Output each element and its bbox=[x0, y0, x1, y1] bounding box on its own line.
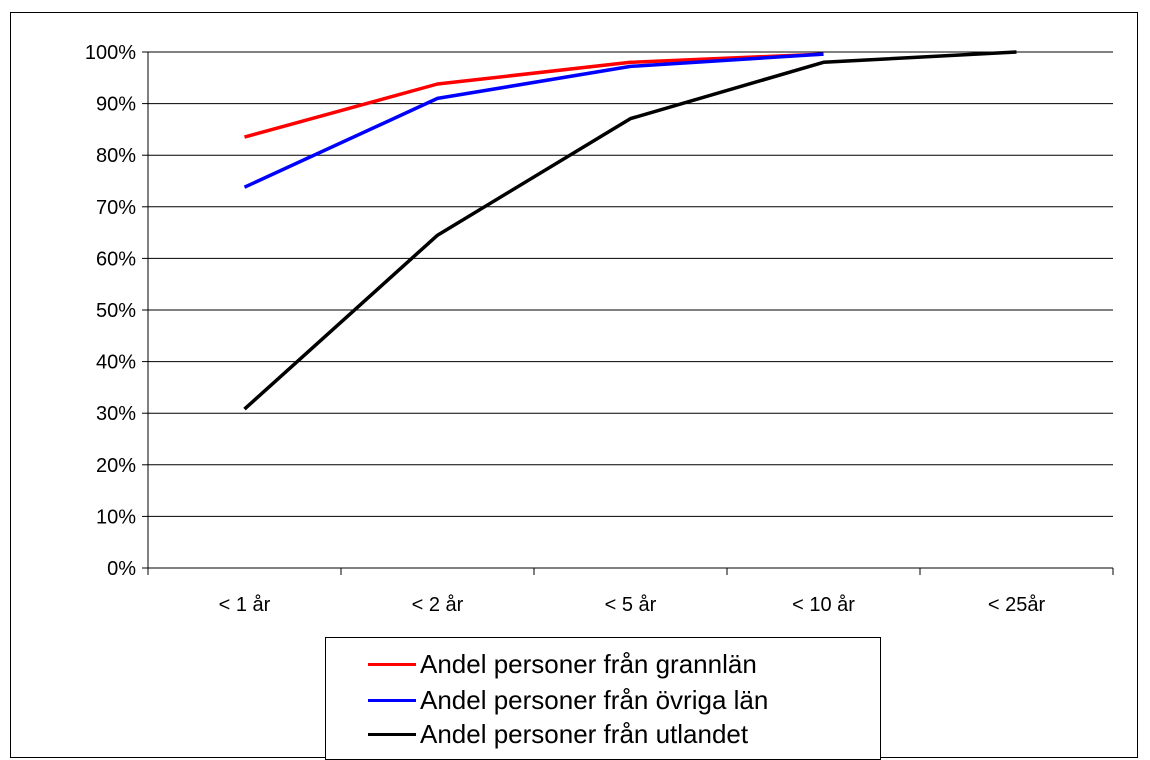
x-axis-tick-labels: < 1 år < 2 år < 5 år < 10 år < 25år bbox=[219, 594, 1046, 616]
y-tick-label: 100% bbox=[85, 42, 136, 64]
y-tick-label: 40% bbox=[96, 352, 136, 374]
legend-item-utlandet: Andel personer från utlandet bbox=[368, 718, 748, 750]
legend-item-ovriga-lan: Andel personer från övriga län bbox=[368, 684, 768, 716]
y-tick-label: 30% bbox=[96, 403, 136, 425]
series-line-2 bbox=[243, 50, 1017, 411]
gridlines bbox=[148, 51, 1113, 517]
legend: Andel personer från grannlän Andel perso… bbox=[325, 637, 881, 760]
chart-frame bbox=[10, 12, 1138, 758]
x-tick-label: < 25år bbox=[988, 594, 1046, 616]
x-tick-label: < 5 år bbox=[605, 594, 657, 616]
y-tick-label: 10% bbox=[96, 506, 136, 528]
series-line-0 bbox=[244, 52, 824, 139]
legend-swatch-black bbox=[368, 732, 416, 736]
legend-label: Andel personer från övriga län bbox=[420, 684, 769, 715]
legend-label: Andel personer från grannlän bbox=[420, 648, 757, 679]
y-tick-label: 50% bbox=[96, 300, 136, 322]
x-tick-label: < 2 år bbox=[412, 594, 464, 616]
series-lines bbox=[243, 50, 1017, 411]
legend-swatch-red bbox=[368, 662, 416, 666]
series-line-1 bbox=[243, 52, 824, 189]
x-tick-label: < 1 år bbox=[219, 594, 271, 616]
y-tick-label: 20% bbox=[96, 455, 136, 477]
legend-label: Andel personer från utlandet bbox=[420, 718, 749, 749]
y-tick-label: 80% bbox=[96, 145, 136, 167]
axes bbox=[142, 51, 1114, 575]
y-axis-tick-labels: 0% 10% 20% 30% 40% 50% 60% 70% 80% 90% 100% bbox=[85, 42, 136, 580]
y-tick-label: 70% bbox=[96, 197, 136, 219]
x-tick-label: < 10 år bbox=[792, 594, 855, 616]
legend-swatch-blue bbox=[368, 698, 416, 702]
y-tick-label: 90% bbox=[96, 94, 136, 116]
y-tick-label: 0% bbox=[107, 558, 136, 580]
legend-item-grannlan: Andel personer från grannlän bbox=[368, 648, 757, 680]
y-tick-label: 60% bbox=[96, 248, 136, 270]
